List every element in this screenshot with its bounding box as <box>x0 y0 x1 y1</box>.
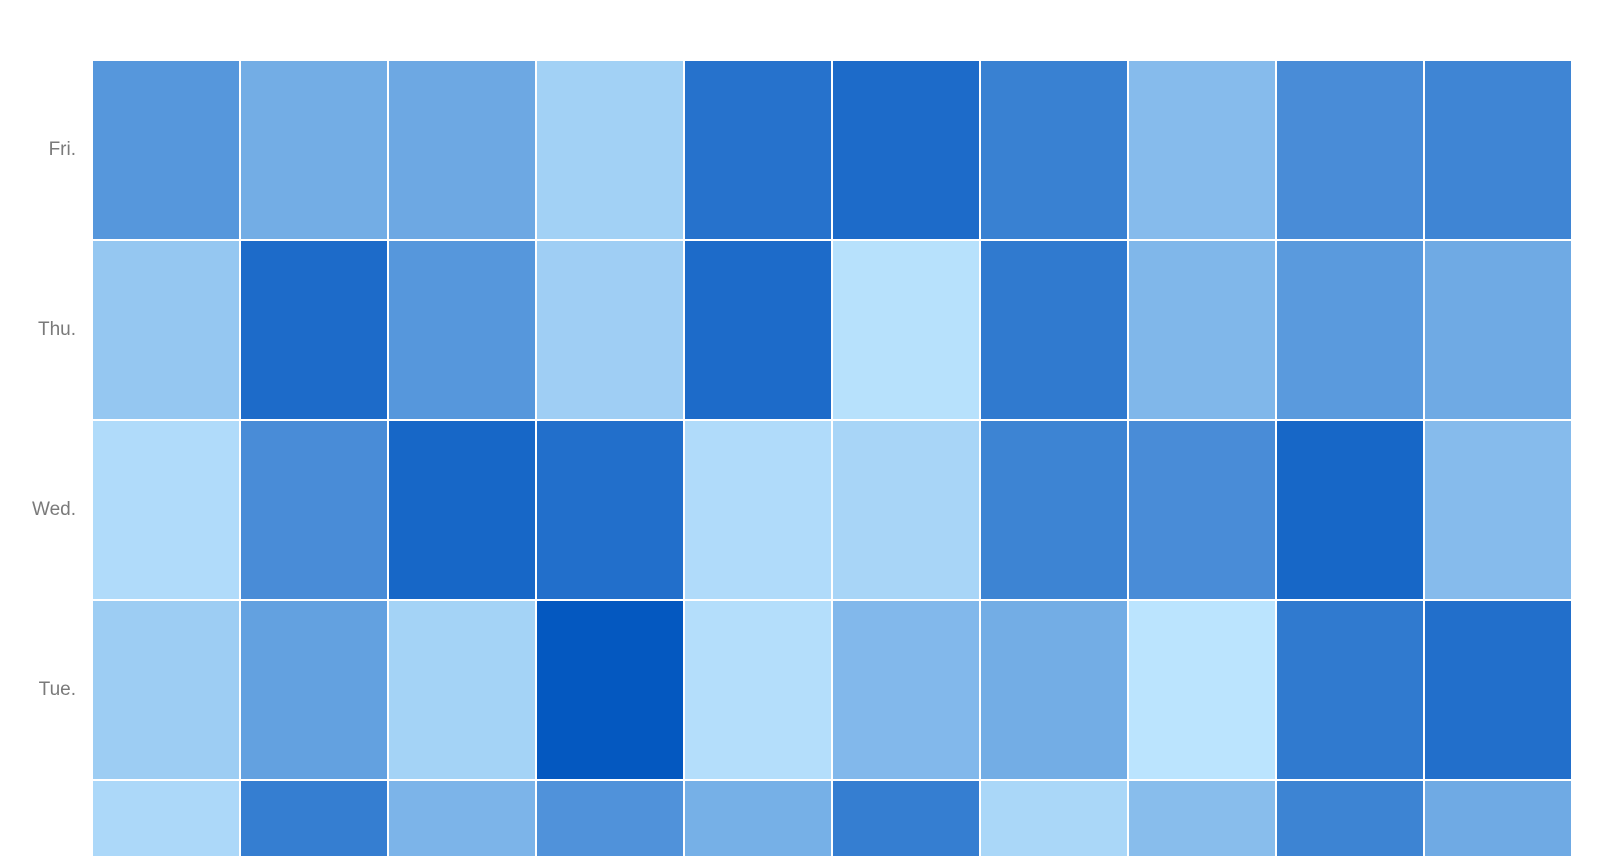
heatmap-cell <box>1423 599 1573 781</box>
heatmap-cell <box>1275 419 1425 601</box>
heatmap-cell <box>831 419 981 601</box>
heatmap-cell <box>91 599 241 781</box>
heatmap-cell <box>979 59 1129 241</box>
heatmap-cell <box>1423 239 1573 421</box>
heatmap-cell <box>683 59 833 241</box>
heatmap-cell <box>91 239 241 421</box>
heatmap-cell <box>535 239 685 421</box>
heatmap-cell <box>683 239 833 421</box>
y-tick-label: Thu. <box>38 319 76 340</box>
heatmap-cell <box>1275 239 1425 421</box>
heatmap-cell <box>831 599 981 781</box>
heatmap-cell <box>387 599 537 781</box>
y-tick-label: Fri. <box>49 139 76 160</box>
heatmap-cell <box>239 59 389 241</box>
heatmap-cell <box>387 419 537 601</box>
heatmap-cell <box>683 599 833 781</box>
heatmap-cell <box>831 779 981 856</box>
heatmap-cell <box>239 239 389 421</box>
heatmap-cell <box>1275 59 1425 241</box>
heatmap-cell <box>979 239 1129 421</box>
heatmap-cell <box>1127 779 1277 856</box>
heatmap-cell <box>1275 779 1425 856</box>
heatmap-cell <box>1275 599 1425 781</box>
heatmap-cells <box>91 59 1573 856</box>
heatmap-cell <box>683 779 833 856</box>
y-axis-labels: Fri. Thu. Wed. Tue. <box>32 139 76 700</box>
heatmap-cell <box>831 59 981 241</box>
heatmap-cell <box>239 779 389 856</box>
heatmap-cell <box>831 239 981 421</box>
heatmap-cell <box>683 419 833 601</box>
heatmap-cell <box>91 59 241 241</box>
heatmap-cell <box>535 599 685 781</box>
y-tick-label: Tue. <box>39 679 76 700</box>
heatmap-cell <box>535 779 685 856</box>
heatmap-cell <box>387 779 537 856</box>
heatmap-cell <box>387 239 537 421</box>
heatmap-cell <box>1127 599 1277 781</box>
heatmap-cell <box>1127 239 1277 421</box>
heatmap-cell <box>1127 59 1277 241</box>
heatmap-cell <box>239 599 389 781</box>
y-tick-label: Wed. <box>32 499 76 520</box>
heatmap-cell <box>535 59 685 241</box>
heatmap-cell <box>1423 59 1573 241</box>
heatmap-cell <box>239 419 389 601</box>
heatmap-cell <box>535 419 685 601</box>
heatmap-cell <box>91 779 241 856</box>
heatmap-cell <box>979 419 1129 601</box>
heatmap-cell <box>979 779 1129 856</box>
heatmap-cell <box>1423 419 1573 601</box>
heatmap-cell <box>91 419 241 601</box>
heatmap-cell <box>387 59 537 241</box>
heatmap-cell <box>1423 779 1573 856</box>
heatmap-cell <box>979 599 1129 781</box>
heatmap-cell <box>1127 419 1277 601</box>
